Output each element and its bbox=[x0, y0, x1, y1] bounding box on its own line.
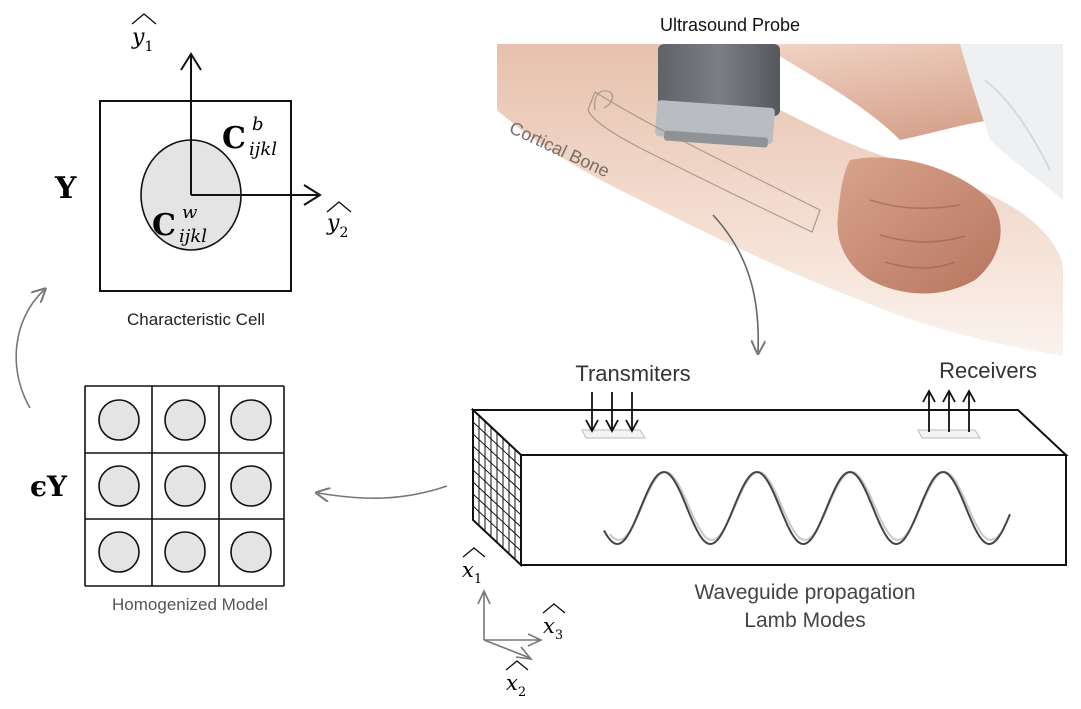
x2-sub: 2 bbox=[518, 685, 526, 700]
C-b-superscript: b bbox=[252, 114, 264, 135]
receiver-pad bbox=[917, 429, 981, 439]
svg-text:y1: y1 bbox=[131, 25, 153, 55]
curved-arrow-left bbox=[318, 485, 448, 498]
svg-text:x2: x2 bbox=[506, 671, 526, 700]
y2-sub: 2 bbox=[339, 225, 348, 241]
x1-hat bbox=[462, 547, 486, 558]
x-axes bbox=[477, 589, 543, 661]
C-w-subscript: ijkl bbox=[179, 226, 207, 247]
y1-sub: 1 bbox=[144, 39, 153, 55]
x2-hat bbox=[505, 660, 529, 671]
receiver-arrows bbox=[922, 389, 976, 432]
end-face-mesh bbox=[472, 416, 522, 559]
waveguide-front-face bbox=[520, 454, 1067, 566]
inclusion-circle bbox=[164, 531, 206, 573]
characteristic-cell-caption: Characteristic Cell bbox=[127, 310, 265, 329]
arm-photo-icon bbox=[497, 44, 1063, 356]
x1-var: x bbox=[462, 558, 474, 582]
y2-arrowhead bbox=[303, 184, 322, 206]
characteristic-cell: y1 y2 Y C b ijkl C w ijkl Characteristic… bbox=[54, 13, 352, 329]
homogenized-model-caption: Homogenized Model bbox=[112, 595, 268, 614]
waveguide-label-line2: Lamb Modes bbox=[744, 609, 865, 632]
hand-shape bbox=[837, 157, 1001, 294]
x3-sub: 3 bbox=[555, 628, 563, 643]
inclusion-circle bbox=[230, 399, 272, 441]
inclusion-circle bbox=[164, 399, 206, 441]
ultrasound-probe-label: Ultrasound Probe bbox=[660, 15, 800, 35]
C-w-superscript: w bbox=[182, 202, 198, 223]
inclusion-circle bbox=[230, 465, 272, 507]
y1-hat bbox=[131, 13, 157, 25]
curved-arrow-down bbox=[712, 214, 758, 352]
x1-sub: 1 bbox=[474, 572, 482, 587]
faint-wave bbox=[609, 470, 1001, 542]
curved-arrow-up bbox=[15, 290, 44, 409]
transmitter-arrows bbox=[585, 392, 639, 433]
C-w-symbol: C bbox=[152, 208, 176, 243]
cortical-bone-outline bbox=[587, 91, 821, 233]
ultrasound-probe-icon bbox=[655, 44, 780, 148]
lamb-wave bbox=[603, 470, 1011, 546]
x2-var: x bbox=[506, 671, 518, 695]
y1-var: y bbox=[131, 25, 145, 50]
inclusion-circle bbox=[164, 465, 206, 507]
svg-text:y2: y2 bbox=[326, 211, 348, 241]
transmiters-label: Transmiters bbox=[575, 361, 690, 386]
waveguide-label-line1: Waveguide propagation bbox=[694, 581, 915, 604]
waveguide-box bbox=[470, 389, 1069, 568]
epsilon-Y-label: ϵY bbox=[30, 470, 68, 503]
inclusion-circle bbox=[98, 399, 140, 441]
domain-Y-label: Y bbox=[54, 171, 77, 206]
inclusion-circle bbox=[98, 465, 140, 507]
y1-arrowhead bbox=[180, 52, 202, 71]
inclusion-circle bbox=[98, 531, 140, 573]
svg-text:x3: x3 bbox=[543, 614, 563, 643]
x3-hat bbox=[542, 603, 566, 614]
x3-var: x bbox=[543, 614, 555, 638]
C-b-subscript: ijkl bbox=[249, 139, 277, 160]
y2-hat bbox=[326, 201, 352, 213]
homogenized-model-grid bbox=[84, 385, 285, 587]
y2-var: y bbox=[326, 211, 340, 236]
transmitter-pad bbox=[581, 429, 646, 439]
homogenized-inclusions bbox=[98, 399, 272, 573]
C-b-symbol: C bbox=[222, 121, 246, 156]
receivers-label: Receivers bbox=[939, 358, 1037, 383]
svg-text:x1: x1 bbox=[462, 558, 482, 587]
inclusion-circle bbox=[230, 531, 272, 573]
